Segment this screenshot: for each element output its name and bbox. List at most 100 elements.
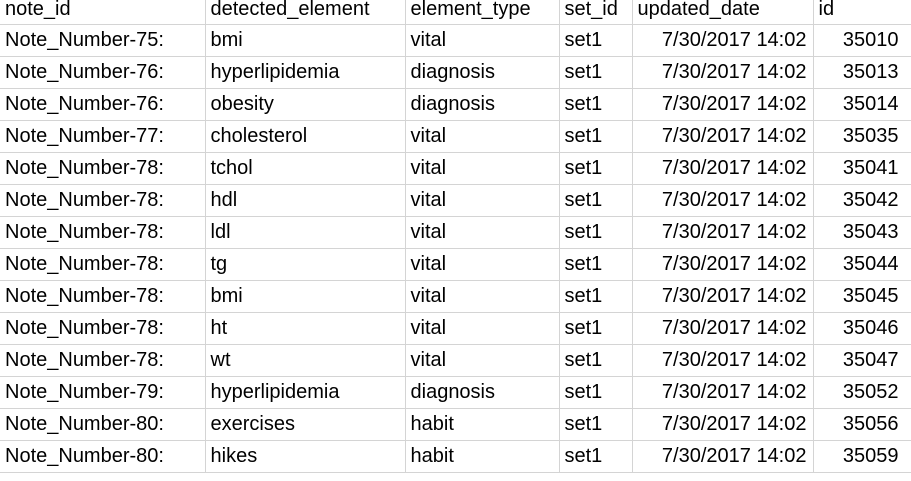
cell-id[interactable]: 35041 (813, 152, 911, 185)
cell-note-id[interactable]: Note_Number-78: (0, 184, 206, 217)
cell-detected-element[interactable]: hdl (205, 184, 406, 217)
cell-id[interactable]: 35035 (813, 120, 911, 153)
cell-set-id[interactable]: set1 (559, 184, 633, 217)
cell-detected-element[interactable]: ldl (205, 216, 406, 249)
cell-element-type[interactable]: vital (405, 184, 560, 217)
table-row: Note_Number-78: ldl vital set1 7/30/2017 14:… (0, 216, 911, 249)
cell-updated-date[interactable]: 7/30/2017 14:02 (632, 24, 814, 57)
cell-updated-date[interactable]: 7/30/2017 14:02 (632, 184, 814, 217)
cell-set-id[interactable]: set1 (559, 216, 633, 249)
cell-set-id[interactable]: set1 (559, 24, 633, 57)
cell-detected-element[interactable]: bmi (205, 24, 406, 57)
cell-set-id[interactable]: set1 (559, 312, 633, 345)
cell-note-id[interactable]: Note_Number-80: (0, 408, 206, 441)
cell-note-id[interactable]: Note_Number-78: (0, 152, 206, 185)
cell-updated-date[interactable]: 7/30/2017 14:02 (632, 88, 814, 121)
cell-id[interactable]: 35045 (813, 280, 911, 313)
cell-element-type[interactable]: habit (405, 408, 560, 441)
cell-detected-element[interactable]: hyperlipidemia (205, 56, 406, 89)
header-cell-detected-element[interactable]: detected_element (205, 0, 406, 25)
cell-element-type[interactable]: habit (405, 440, 560, 473)
cell-set-id[interactable]: set1 (559, 280, 633, 313)
cell-set-id[interactable]: set1 (559, 120, 633, 153)
cell-element-type[interactable]: vital (405, 152, 560, 185)
cell-note-id[interactable]: Note_Number-76: (0, 56, 206, 89)
cell-detected-element[interactable]: obesity (205, 88, 406, 121)
header-cell-id[interactable]: id (813, 0, 911, 25)
cell-set-id[interactable]: set1 (559, 88, 633, 121)
cell-id[interactable]: 35042 (813, 184, 911, 217)
cell-detected-element[interactable]: exercises (205, 408, 406, 441)
cell-updated-date[interactable]: 7/30/2017 14:02 (632, 120, 814, 153)
cell-updated-date[interactable]: 7/30/2017 14:02 (632, 408, 814, 441)
cell-id[interactable]: 35047 (813, 344, 911, 377)
cell-id[interactable]: 35014 (813, 88, 911, 121)
table-row: Note_Number-78: wt vital set1 7/30/2017 14:0… (0, 344, 911, 377)
table-row: Note_Number-76: obesity diagnosis set1 7/30/… (0, 88, 911, 121)
cell-updated-date[interactable]: 7/30/2017 14:02 (632, 152, 814, 185)
cell-detected-element[interactable]: hikes (205, 440, 406, 473)
cell-note-id[interactable]: Note_Number-78: (0, 312, 206, 345)
cell-updated-date[interactable]: 7/30/2017 14:02 (632, 280, 814, 313)
cell-detected-element[interactable]: tchol (205, 152, 406, 185)
cell-note-id[interactable]: Note_Number-79: (0, 376, 206, 409)
cell-element-type[interactable]: vital (405, 216, 560, 249)
cell-detected-element[interactable]: hyperlipidemia (205, 376, 406, 409)
cell-id[interactable]: 35013 (813, 56, 911, 89)
cell-updated-date[interactable]: 7/30/2017 14:02 (632, 56, 814, 89)
cell-id[interactable]: 35052 (813, 376, 911, 409)
header-cell-element-type[interactable]: element_type (405, 0, 560, 25)
cell-updated-date[interactable]: 7/30/2017 14:02 (632, 376, 814, 409)
cell-detected-element[interactable]: tg (205, 248, 406, 281)
table-row: Note_Number-78: tg vital set1 7/30/2017 14:0… (0, 248, 911, 281)
cell-id[interactable]: 35059 (813, 440, 911, 473)
cell-set-id[interactable]: set1 (559, 408, 633, 441)
cell-element-type[interactable]: diagnosis (405, 88, 560, 121)
cell-note-id[interactable]: Note_Number-76: (0, 88, 206, 121)
cell-updated-date[interactable]: 7/30/2017 14:02 (632, 344, 814, 377)
cell-element-type[interactable]: vital (405, 280, 560, 313)
cell-set-id[interactable]: set1 (559, 440, 633, 473)
cell-id[interactable]: 35056 (813, 408, 911, 441)
table-row: Note_Number-79: hyperlipidemia diagnosis se… (0, 376, 911, 409)
cell-element-type[interactable]: vital (405, 24, 560, 57)
cell-set-id[interactable]: set1 (559, 152, 633, 185)
header-row: note_id detected_element element_type se… (0, 0, 911, 25)
cell-element-type[interactable]: vital (405, 248, 560, 281)
cell-note-id[interactable]: Note_Number-78: (0, 248, 206, 281)
cell-element-type[interactable]: diagnosis (405, 56, 560, 89)
cell-note-id[interactable]: Note_Number-78: (0, 216, 206, 249)
cell-detected-element[interactable]: wt (205, 344, 406, 377)
cell-updated-date[interactable]: 7/30/2017 14:02 (632, 216, 814, 249)
cell-note-id[interactable]: Note_Number-77: (0, 120, 206, 153)
cell-id[interactable]: 35046 (813, 312, 911, 345)
header-cell-updated-date[interactable]: updated_date (632, 0, 814, 25)
header-cell-note-id[interactable]: note_id (0, 0, 206, 25)
cell-updated-date[interactable]: 7/30/2017 14:02 (632, 440, 814, 473)
cell-id[interactable]: 35043 (813, 216, 911, 249)
cell-updated-date[interactable]: 7/30/2017 14:02 (632, 312, 814, 345)
cell-note-id[interactable]: Note_Number-75: (0, 24, 206, 57)
cell-note-id[interactable]: Note_Number-78: (0, 280, 206, 313)
cell-element-type[interactable]: vital (405, 312, 560, 345)
cell-id[interactable]: 35010 (813, 24, 911, 57)
cell-set-id[interactable]: set1 (559, 56, 633, 89)
cell-detected-element[interactable]: bmi (205, 280, 406, 313)
cell-set-id[interactable]: set1 (559, 376, 633, 409)
cell-set-id[interactable]: set1 (559, 248, 633, 281)
cell-detected-element[interactable]: ht (205, 312, 406, 345)
cell-updated-date[interactable]: 7/30/2017 14:02 (632, 248, 814, 281)
table-row: Note_Number-78: tchol vital set1 7/30/2017 1… (0, 152, 911, 185)
cell-note-id[interactable]: Note_Number-78: (0, 344, 206, 377)
table-row: Note_Number-76: hyperlipidemia diagnosis se… (0, 56, 911, 89)
header-cell-set-id[interactable]: set_id (559, 0, 633, 25)
cell-element-type[interactable]: vital (405, 120, 560, 153)
cell-detected-element[interactable]: cholesterol (205, 120, 406, 153)
cell-note-id[interactable]: Note_Number-80: (0, 440, 206, 473)
cell-set-id[interactable]: set1 (559, 344, 633, 377)
cell-element-type[interactable]: vital (405, 344, 560, 377)
cell-element-type[interactable]: diagnosis (405, 376, 560, 409)
cell-id[interactable]: 35044 (813, 248, 911, 281)
